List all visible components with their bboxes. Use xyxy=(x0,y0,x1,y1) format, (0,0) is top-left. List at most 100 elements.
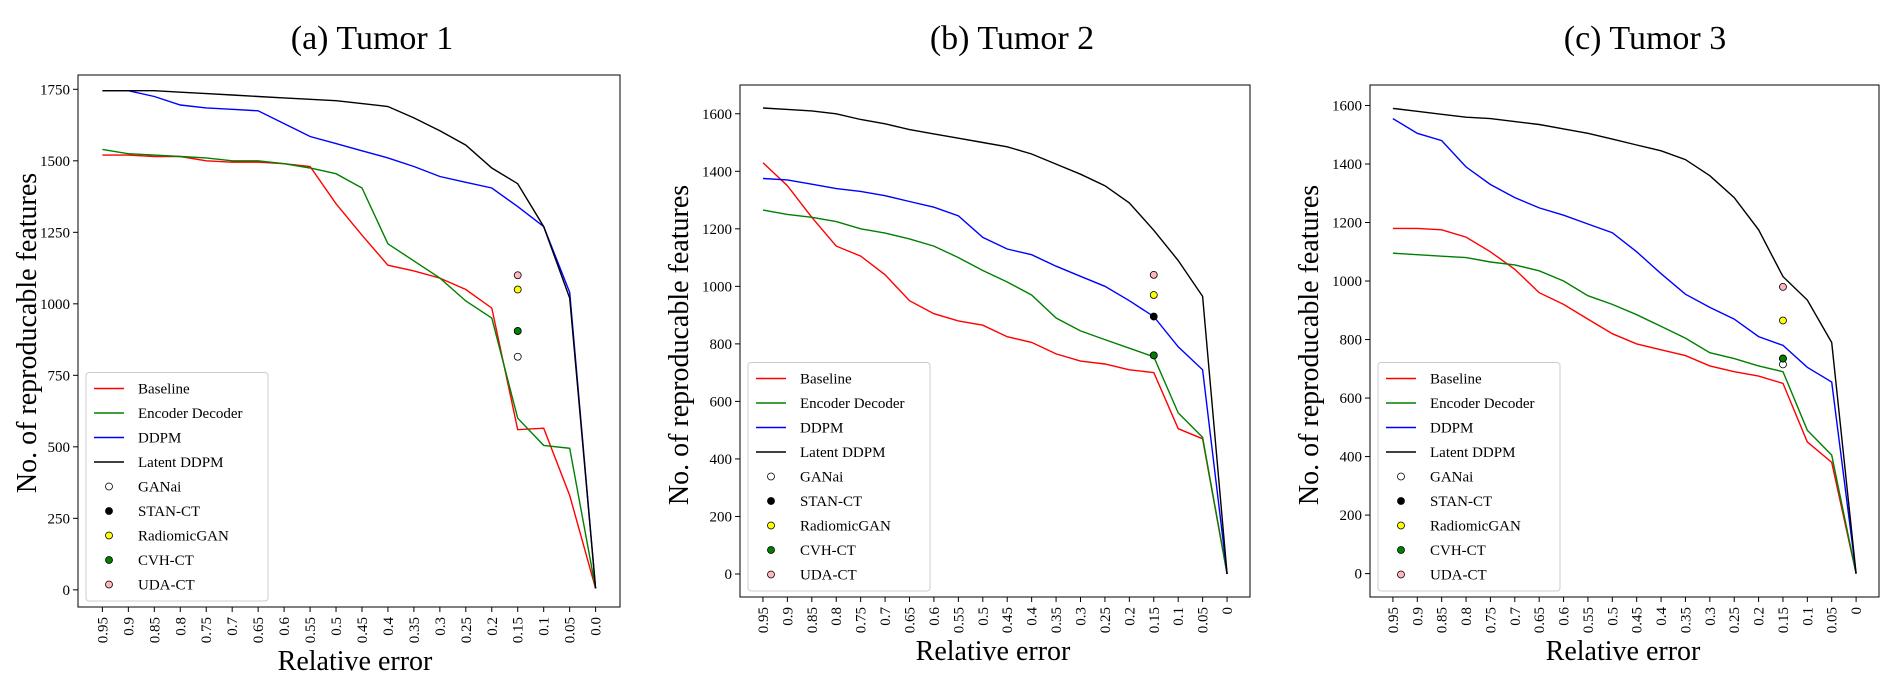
x-tick-label: 0.3 xyxy=(1073,607,1089,626)
plot-frame xyxy=(1369,84,1880,598)
x-tick-label: 0.25 xyxy=(1098,607,1114,633)
series-line-latent-ddpm xyxy=(762,107,1228,575)
point-uda-ct xyxy=(1149,270,1158,279)
x-tick-label: 0.65 xyxy=(1532,607,1548,633)
x-tick-label: 0.7 xyxy=(1508,607,1524,626)
legend-label: GANai xyxy=(1430,470,1473,486)
x-axis-label: Relative error xyxy=(1546,636,1701,667)
x-tick-label: 0.8 xyxy=(173,617,189,636)
x-tick-label: 0.5 xyxy=(976,607,992,626)
y-tick-label: 250 xyxy=(48,511,71,527)
x-tick-label: 0.6 xyxy=(1557,607,1573,626)
series-line-encoder-decoder xyxy=(102,148,597,589)
point-uda-ct xyxy=(513,271,522,280)
x-tick-label: 0.05 xyxy=(1196,607,1212,633)
x-tick-label: 0.8 xyxy=(1459,607,1475,626)
legend-label: UDA-CT xyxy=(138,578,195,594)
x-tick-label: 0.0 xyxy=(589,617,605,636)
y-tick-label: 1500 xyxy=(40,154,70,170)
legend-label: STAN-CT xyxy=(1430,494,1492,510)
legend-box xyxy=(747,362,931,592)
x-tick-label: 0.4 xyxy=(381,617,397,636)
x-tick-label: 0.1 xyxy=(1800,607,1816,626)
legend-marker-ganai xyxy=(1397,472,1405,481)
y-tick-label: 200 xyxy=(1340,508,1363,524)
y-tick-label: 800 xyxy=(1340,333,1363,349)
legend-marker-radiomicgan xyxy=(1397,521,1405,530)
series-line-baseline xyxy=(1392,227,1857,574)
x-tick-label: 0.7 xyxy=(225,617,241,636)
legend-marker-stan-ct xyxy=(105,507,113,515)
x-axis-label: Relative error xyxy=(916,636,1071,667)
y-tick-label: 0 xyxy=(63,583,71,599)
legend-box xyxy=(1377,362,1561,592)
y-tick-label: 0 xyxy=(1355,567,1363,583)
y-tick-label: 1750 xyxy=(40,82,70,98)
series-line-ddpm xyxy=(1392,118,1857,574)
series-line-encoder-decoder xyxy=(1392,252,1857,574)
y-tick-label: 400 xyxy=(710,452,733,468)
x-tick-label: 0.05 xyxy=(563,617,579,643)
series-line-latent-ddpm xyxy=(1392,107,1857,574)
x-tick-label: 0.55 xyxy=(1581,607,1597,633)
x-tick-label: 0.05 xyxy=(1825,607,1841,633)
y-tick-label: 1200 xyxy=(1332,216,1362,232)
point-cvh-ct xyxy=(1779,354,1787,363)
y-axis-label: No. of reproducable features xyxy=(1294,185,1325,505)
x-tick-label: 0.85 xyxy=(1435,607,1451,633)
x-tick-label: 0.9 xyxy=(121,617,137,636)
point-cvh-ct xyxy=(1149,351,1158,360)
y-tick-label: 200 xyxy=(710,509,733,525)
legend-label: RadiomicGAN xyxy=(800,519,891,535)
point-radiomicgan xyxy=(1149,291,1158,299)
x-tick-label: 0.55 xyxy=(951,607,967,633)
x-tick-label: 0.25 xyxy=(459,617,475,643)
x-tick-label: 0.5 xyxy=(1605,607,1621,626)
x-tick-label: 0.2 xyxy=(485,617,501,636)
chart-title: (c) Tumor 3 xyxy=(1564,20,1726,57)
legend-label: DDPM xyxy=(800,421,843,437)
legend-marker-ganai xyxy=(105,482,113,491)
y-tick-label: 600 xyxy=(1340,391,1363,407)
x-tick-label: 0.3 xyxy=(1703,607,1719,626)
series-line-encoder-decoder xyxy=(762,209,1228,575)
point-ganai xyxy=(513,352,522,361)
legend-label: Latent DDPM xyxy=(800,445,885,461)
y-tick-label: 1400 xyxy=(1332,157,1362,173)
legend-label: Latent DDPM xyxy=(1430,445,1515,461)
legend-marker-cvh-ct xyxy=(767,546,775,554)
point-radiomicgan xyxy=(513,285,522,294)
y-tick-label: 1400 xyxy=(702,164,732,180)
legend-label: CVH-CT xyxy=(800,543,856,559)
x-tick-label: 0.8 xyxy=(829,607,845,626)
series-line-ddpm xyxy=(102,89,597,589)
y-tick-label: 750 xyxy=(48,368,71,384)
series-line-baseline xyxy=(762,162,1228,575)
legend-label: STAN-CT xyxy=(138,504,200,520)
x-tick-label: 0.95 xyxy=(756,607,772,633)
legend-marker-uda-ct xyxy=(767,570,775,579)
legend-label: DDPM xyxy=(138,431,181,447)
legend-label: DDPM xyxy=(1430,421,1473,437)
legend-label: GANai xyxy=(138,480,181,496)
x-tick-label: 0.65 xyxy=(251,617,267,643)
legend-label: Encoder Decoder xyxy=(138,406,243,422)
x-tick-label: 0.6 xyxy=(277,617,293,636)
legend-marker-stan-ct xyxy=(1397,497,1405,505)
y-tick-label: 1200 xyxy=(702,222,732,238)
legend-label: Latent DDPM xyxy=(138,455,223,471)
x-tick-label: 0.35 xyxy=(407,617,423,643)
series-line-ddpm xyxy=(762,177,1228,575)
x-tick-label: 0.45 xyxy=(1000,607,1016,633)
y-axis-label: No. of reproducable features xyxy=(12,173,43,493)
x-tick-label: 0.1 xyxy=(1171,607,1187,626)
y-tick-label: 1600 xyxy=(702,107,732,123)
x-tick-label: 0.35 xyxy=(1678,607,1694,633)
y-tick-label: 400 xyxy=(1340,450,1363,466)
panel-tumor-1: (a) Tumor 1 Relative error No. of reprod… xyxy=(12,20,621,677)
legend-label: Encoder Decoder xyxy=(800,396,905,412)
chart-title: (b) Tumor 2 xyxy=(930,20,1094,57)
legend-label: Baseline xyxy=(800,372,852,388)
